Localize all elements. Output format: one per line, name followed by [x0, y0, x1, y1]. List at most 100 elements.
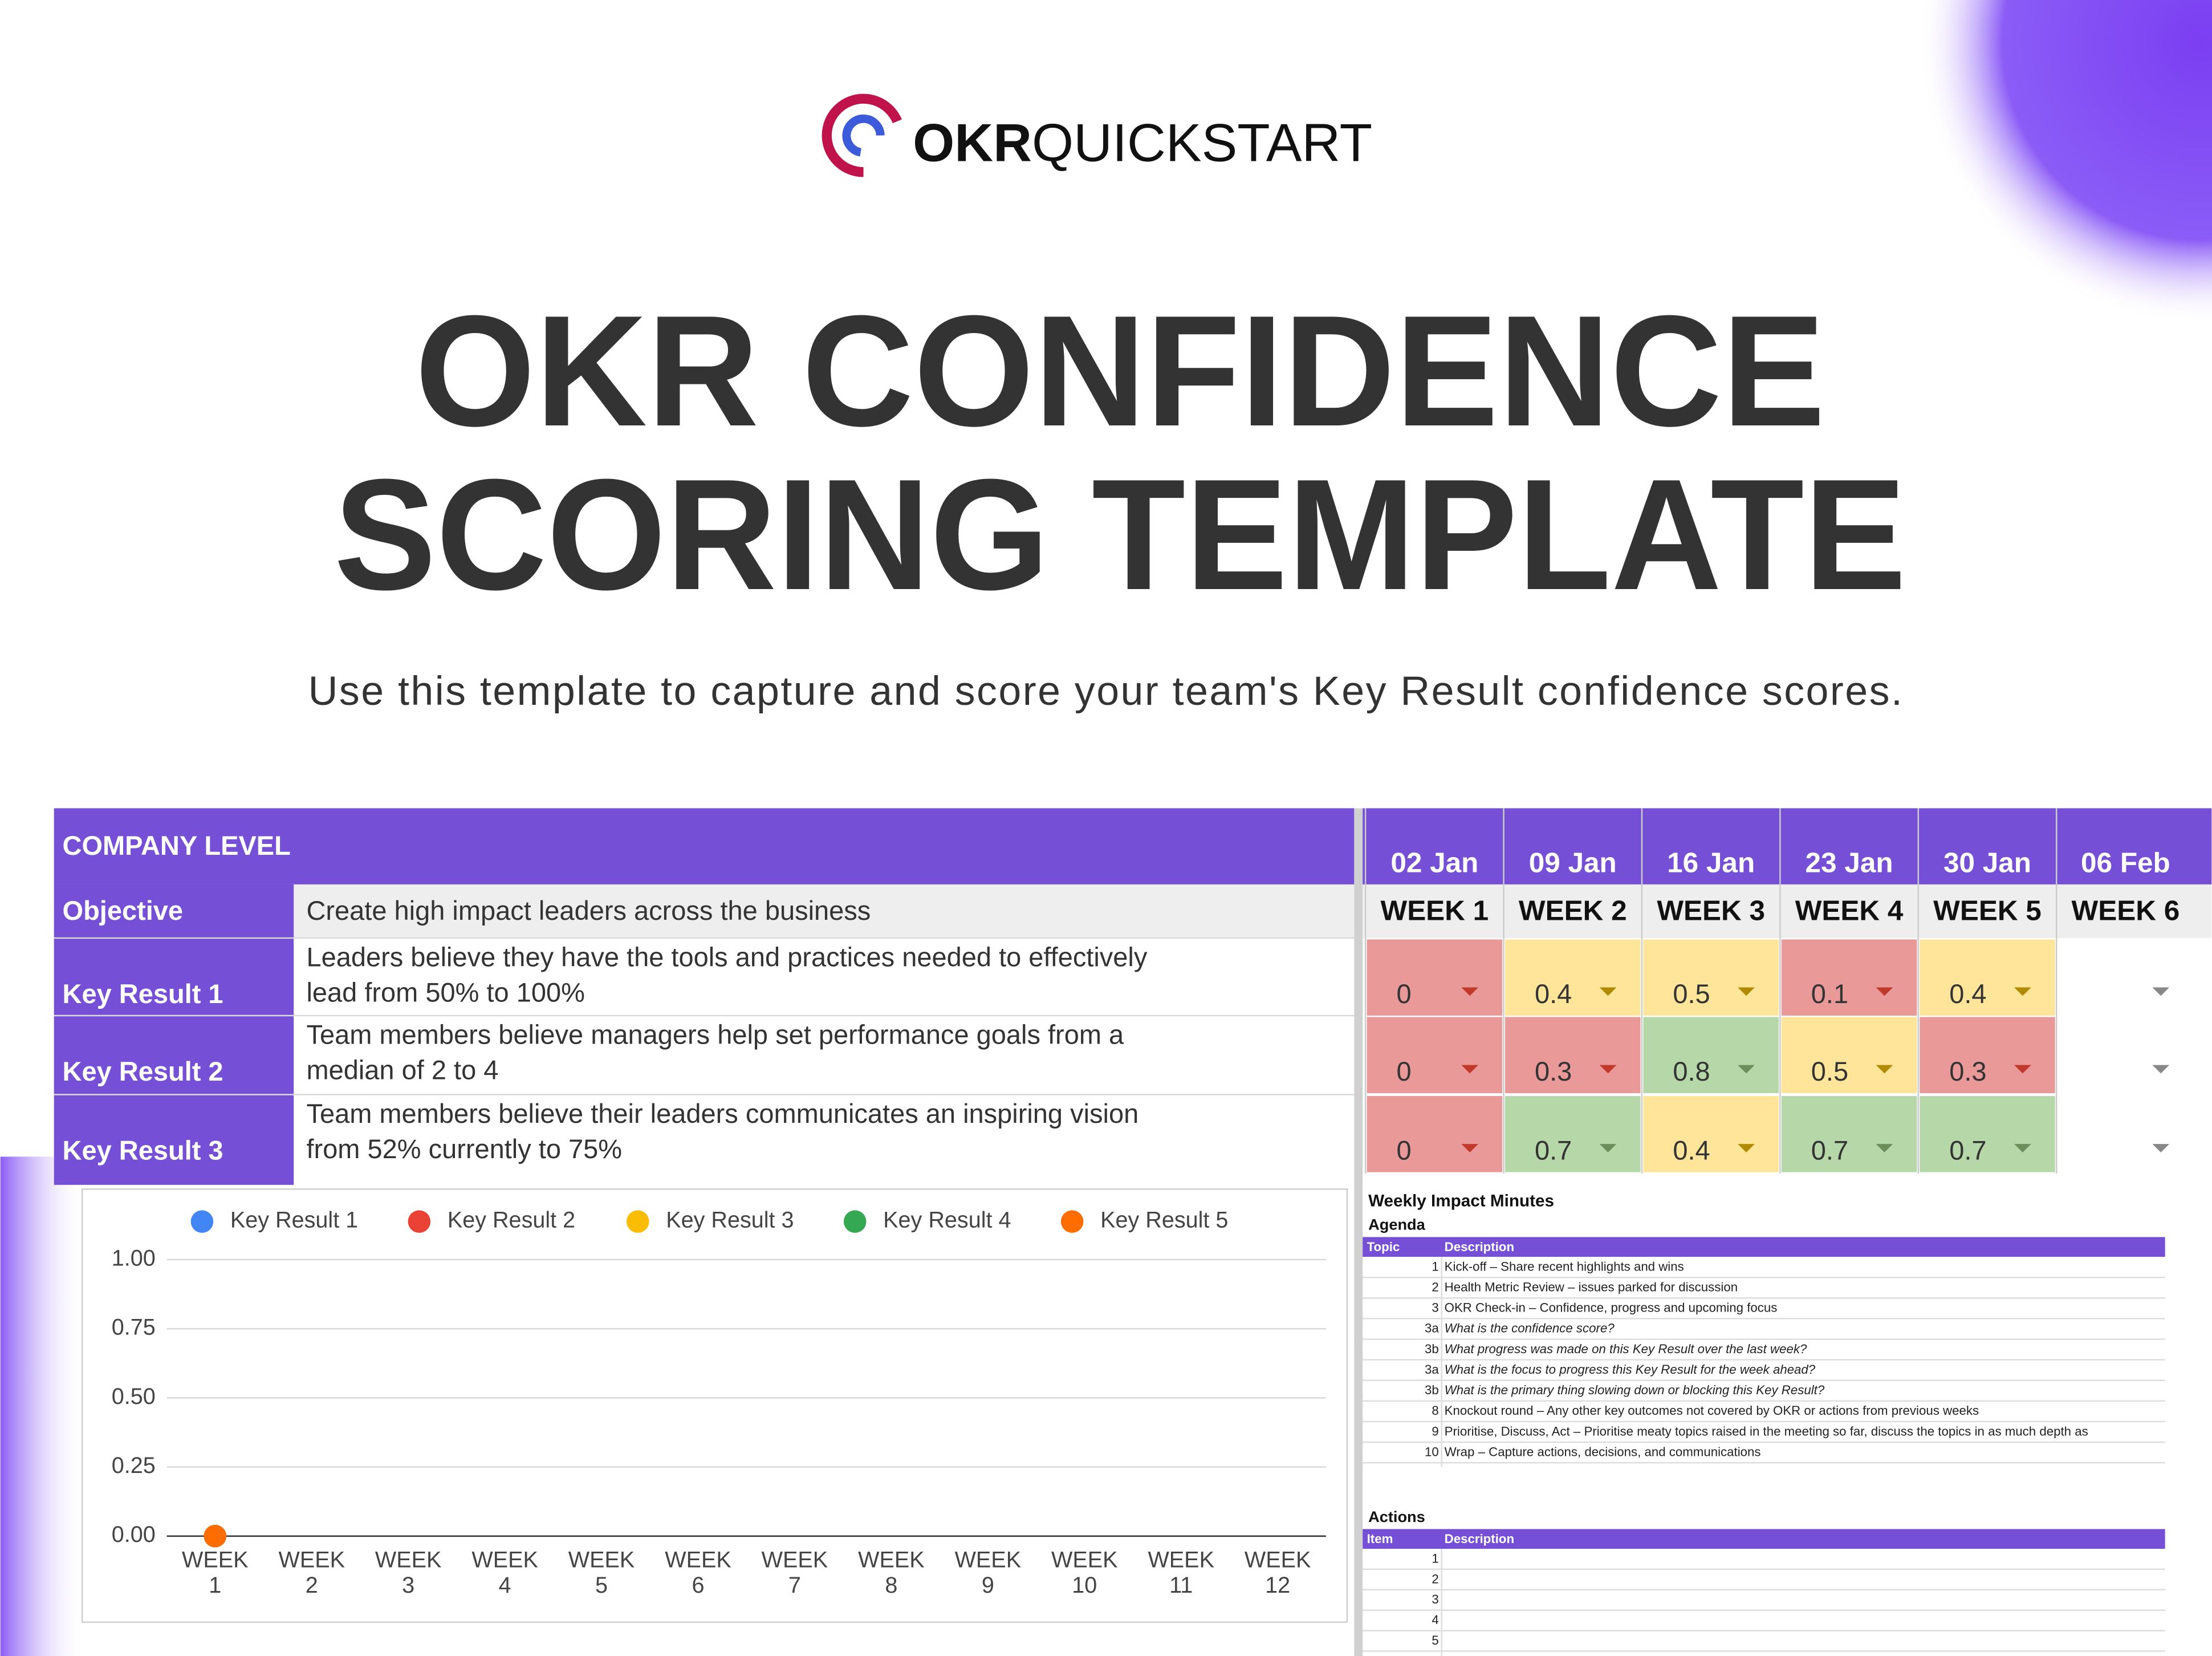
objective-text: Create high impact leaders across the bu… [306, 895, 871, 926]
dropdown-arrow [2014, 987, 2031, 996]
minutes-title: Weekly Impact Minutes [1368, 1191, 1554, 1210]
subtitle: Use this template to capture and score y… [308, 668, 1904, 714]
score-value: 0.7 [1535, 1135, 1572, 1165]
dropdown-arrow [2152, 1065, 2170, 1074]
x-tick-label: WEEK 5 [568, 1548, 635, 1598]
week-date: 06 Feb [2081, 847, 2170, 878]
actions-header [1363, 1529, 2165, 1549]
legend-label: Key Result 2 [448, 1208, 575, 1233]
kr-text: Team members believe managers help set p… [306, 1019, 1124, 1049]
description-cell: Prioritise, Discuss, Act – Prioritise me… [1445, 1424, 2088, 1438]
score-cell [1505, 939, 1641, 1016]
description-cell: Knockout round – Any other key outcomes … [1445, 1403, 1979, 1418]
topic-cell: 2 [1432, 1280, 1438, 1294]
kr-text: lead from 50% to 100% [306, 977, 584, 1007]
item-cell: 2 [1432, 1572, 1438, 1586]
x-tick-label: WEEK 8 [858, 1548, 925, 1598]
topic-cell: 3b [1425, 1383, 1439, 1397]
legend-marker [408, 1210, 431, 1233]
logo: OKRQUICKSTART [822, 94, 1372, 177]
week-label: WEEK 5 [1933, 895, 2042, 926]
topic-cell: 3a [1425, 1362, 1439, 1377]
score-value: 0.1 [1811, 979, 1848, 1009]
label-column [54, 884, 294, 1185]
legend-marker [843, 1210, 867, 1233]
dropdown-arrow [1876, 1065, 1893, 1074]
x-tick-label: WEEK 7 [762, 1548, 828, 1598]
topic-cell: 3b [1425, 1342, 1439, 1356]
y-tick-label: 0.00 [112, 1522, 156, 1547]
week-label: WEEK 6 [2072, 895, 2180, 926]
score-cell [1505, 1095, 1641, 1172]
dropdown-arrow [1738, 987, 1755, 996]
section-label: COMPANY LEVEL [63, 830, 291, 861]
score-cell [2058, 939, 2194, 1016]
header-cell: Topic [1367, 1240, 1400, 1254]
score-cell [1367, 1095, 1503, 1172]
description-cell: What progress was made on this Key Resul… [1445, 1342, 1807, 1356]
header-cell: Item [1367, 1532, 1393, 1546]
legend-marker [626, 1210, 649, 1233]
dropdown-arrow [1599, 987, 1617, 996]
score-value: 0.8 [1673, 1056, 1710, 1086]
score-cell [2058, 1095, 2194, 1172]
description-cell: Health Metric Review – issues parked for… [1445, 1280, 1738, 1294]
logo-icon [842, 114, 885, 157]
score-value: 0 [1397, 1056, 1412, 1086]
dropdown-arrow [2152, 987, 2170, 996]
score-cell [1781, 1017, 1917, 1094]
score-value: 0.3 [1535, 1056, 1572, 1086]
header-cell: Description [1445, 1532, 1514, 1546]
dropdown-arrow [1461, 987, 1479, 996]
kr-text: Team members believe their leaders commu… [306, 1098, 1138, 1129]
y-tick-label: 0.50 [112, 1384, 156, 1409]
score-cell [1643, 939, 1779, 1016]
x-tick-label: WEEK 4 [471, 1548, 538, 1598]
decor-blob [1918, 0, 2212, 324]
dropdown-arrow [1876, 1144, 1893, 1152]
dropdown-arrow [1599, 1144, 1617, 1152]
dropdown-arrow [2014, 1065, 2031, 1074]
logo-text: OKRQUICKSTART [913, 112, 1372, 172]
score-cell [1920, 1095, 2055, 1172]
header-row [54, 808, 1355, 884]
week-date: 23 Jan [1806, 847, 1893, 878]
kr-text: from 52% currently to 75% [306, 1134, 622, 1164]
topic-cell: 9 [1432, 1424, 1438, 1438]
score-cell [1367, 939, 1503, 1016]
agenda-header [1363, 1237, 2165, 1257]
item-cell: 3 [1432, 1592, 1438, 1606]
logo-icon [822, 94, 902, 177]
score-value: 0.7 [1949, 1135, 1986, 1165]
legend-marker [1060, 1210, 1084, 1233]
y-tick-label: 0.75 [112, 1315, 156, 1340]
score-value: 0.5 [1673, 979, 1710, 1009]
score-cell [1505, 1017, 1641, 1094]
score-cell [1920, 1017, 2055, 1094]
objective-label: Objective [63, 895, 184, 926]
score-value: 0.5 [1811, 1056, 1848, 1086]
kr-label: Key Result 3 [63, 1135, 223, 1165]
legend-label: Key Result 5 [1100, 1208, 1228, 1233]
week-label: WEEK 4 [1795, 895, 1904, 926]
week-date: 09 Jan [1529, 847, 1617, 878]
score-value: 0.4 [1535, 979, 1572, 1009]
legend-label: Key Result 1 [230, 1208, 358, 1233]
week-date: 30 Jan [1943, 847, 2031, 878]
score-cell [1643, 1095, 1779, 1172]
week-date: 16 Jan [1667, 847, 1755, 878]
chart-panel [81, 1188, 1348, 1623]
score-cell [1367, 1017, 1503, 1094]
dropdown-arrow [1599, 1065, 1617, 1074]
score-value: 0.4 [1673, 1135, 1710, 1165]
week-label: WEEK 2 [1519, 895, 1627, 926]
x-tick-label: WEEK 1 [182, 1548, 249, 1598]
score-cell [1920, 939, 2055, 1016]
title: SCORING TEMPLATE [334, 446, 1906, 623]
topic-cell: 8 [1432, 1403, 1438, 1418]
dropdown-arrow [2014, 1144, 2031, 1152]
dropdown-arrow [1738, 1065, 1755, 1074]
data-point [204, 1524, 227, 1548]
week-label: WEEK 3 [1657, 895, 1765, 926]
dropdown-arrow [2152, 1144, 2170, 1152]
